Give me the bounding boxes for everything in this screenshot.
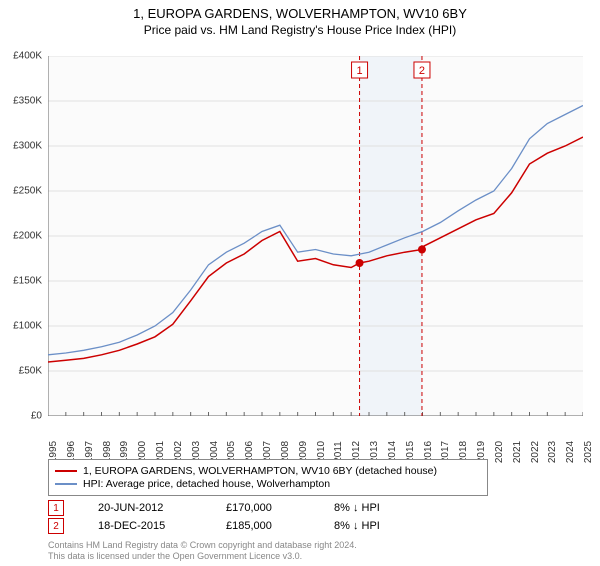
x-axis-labels: 1995199619971998199920002001200220032004… [48, 420, 583, 460]
x-tick-label: 2024 [565, 441, 576, 463]
legend-label: HPI: Average price, detached house, Wolv… [83, 478, 330, 490]
svg-text:1: 1 [356, 65, 362, 77]
x-tick-label: 2023 [547, 441, 558, 463]
footer-line: This data is licensed under the Open Gov… [48, 551, 357, 563]
y-tick-label: £100K [13, 321, 42, 332]
y-tick-label: £150K [13, 276, 42, 287]
svg-text:2: 2 [419, 65, 425, 77]
chart-subtitle: Price paid vs. HM Land Registry's House … [0, 23, 600, 37]
event-date: 20-JUN-2012 [98, 502, 208, 514]
legend-swatch [55, 470, 77, 472]
events-table: 1 20-JUN-2012 £170,000 8% ↓ HPI 2 18-DEC… [48, 498, 583, 536]
y-tick-label: £50K [19, 366, 42, 377]
event-row: 2 18-DEC-2015 £185,000 8% ↓ HPI [48, 518, 583, 534]
chart-title: 1, EUROPA GARDENS, WOLVERHAMPTON, WV10 6… [0, 6, 600, 21]
plot-svg: 12 [48, 56, 583, 416]
y-tick-label: £250K [13, 186, 42, 197]
event-price: £170,000 [226, 502, 316, 514]
y-axis-labels: £0£50K£100K£150K£200K£250K£300K£350K£400… [0, 56, 44, 416]
event-price: £185,000 [226, 520, 316, 532]
legend-row: HPI: Average price, detached house, Wolv… [55, 478, 481, 490]
legend-label: 1, EUROPA GARDENS, WOLVERHAMPTON, WV10 6… [83, 465, 437, 477]
y-tick-label: £350K [13, 96, 42, 107]
y-tick-label: £300K [13, 141, 42, 152]
y-tick-label: £200K [13, 231, 42, 242]
plot-area: 12 [48, 56, 583, 416]
footer-line: Contains HM Land Registry data © Crown c… [48, 540, 357, 552]
y-tick-label: £0 [31, 411, 42, 422]
chart-footer: Contains HM Land Registry data © Crown c… [48, 540, 357, 563]
x-tick-label: 2021 [512, 441, 523, 463]
event-date: 18-DEC-2015 [98, 520, 208, 532]
legend-row: 1, EUROPA GARDENS, WOLVERHAMPTON, WV10 6… [55, 465, 481, 477]
x-tick-label: 2020 [494, 441, 505, 463]
x-tick-label: 2025 [583, 441, 594, 463]
chart-container: 1, EUROPA GARDENS, WOLVERHAMPTON, WV10 6… [0, 6, 600, 566]
x-tick-label: 2022 [530, 441, 541, 463]
event-marker-icon: 1 [48, 500, 64, 516]
legend-swatch [55, 483, 77, 485]
y-tick-label: £400K [13, 51, 42, 62]
event-row: 1 20-JUN-2012 £170,000 8% ↓ HPI [48, 500, 583, 516]
event-delta: 8% ↓ HPI [334, 520, 424, 532]
event-marker-icon: 2 [48, 518, 64, 534]
event-delta: 8% ↓ HPI [334, 502, 424, 514]
legend-box: 1, EUROPA GARDENS, WOLVERHAMPTON, WV10 6… [48, 459, 488, 496]
